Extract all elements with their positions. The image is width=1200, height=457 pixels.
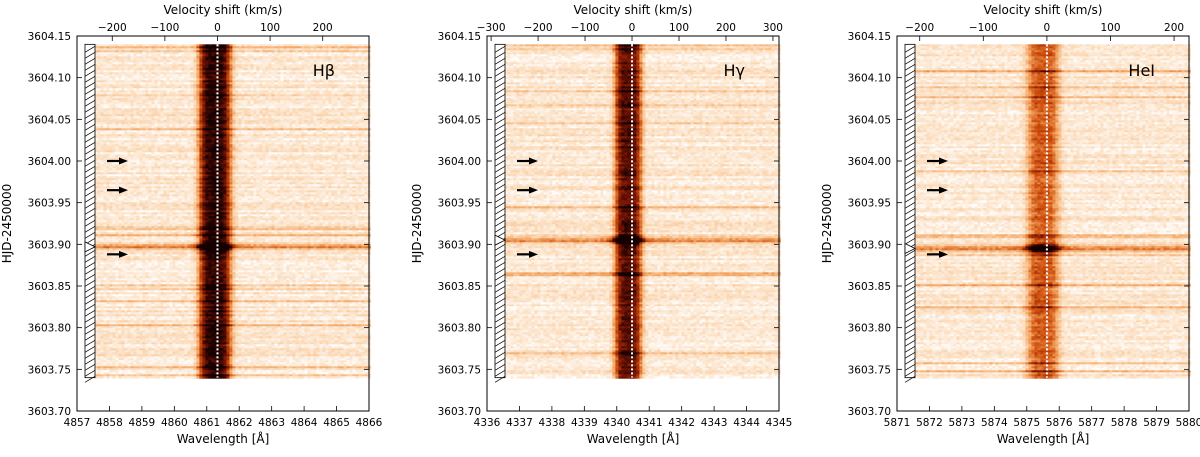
x-tick-label: 4865 bbox=[323, 417, 350, 429]
v-tick-label: −200 bbox=[524, 22, 553, 34]
x-tick-label: 4866 bbox=[356, 417, 383, 429]
x-tick-label: 5873 bbox=[949, 417, 976, 429]
y-tick-label: 3604.15 bbox=[438, 31, 481, 43]
x-tick-label: 5871 bbox=[884, 417, 911, 429]
v-tick-label: −300 bbox=[477, 22, 506, 34]
x-tick-label: 4857 bbox=[64, 417, 91, 429]
y-tick-label: 3603.95 bbox=[438, 198, 481, 210]
v-tick-label: 0 bbox=[629, 22, 636, 34]
x-tick-label: 4860 bbox=[161, 417, 188, 429]
v-tick-label: 300 bbox=[763, 22, 783, 34]
y-tick-label: 3603.95 bbox=[28, 198, 71, 210]
x-tick-label: 5875 bbox=[1013, 417, 1040, 429]
x-tick-label: 4344 bbox=[733, 417, 760, 429]
phase-marker-bar bbox=[85, 44, 95, 382]
y-tick-label: 3603.85 bbox=[438, 281, 481, 293]
x-tick-label: 4862 bbox=[226, 417, 253, 429]
y-tick-label: 3603.80 bbox=[848, 323, 891, 335]
x-axis-title: Wavelength [Å] bbox=[997, 431, 1090, 446]
y-tick-label: 3604.05 bbox=[438, 114, 481, 126]
v-tick-label: 100 bbox=[260, 22, 280, 34]
panel-h-gamma: 4336 4337 4338 4339 4340 4341 4342 4343 4344 4345… bbox=[410, 3, 792, 446]
v-tick-label: 200 bbox=[716, 22, 736, 34]
x-tick-label: 4863 bbox=[258, 417, 285, 429]
y-tick-label: 3603.75 bbox=[848, 364, 891, 376]
v-tick-label: −200 bbox=[98, 22, 127, 34]
panel-he-i: 5871 5872 5873 5874 5875 5876 5877 5878 5879 5880… bbox=[820, 3, 1200, 446]
y-tick-label: 3603.85 bbox=[848, 281, 891, 293]
v-tick-label: 0 bbox=[1044, 22, 1051, 34]
panel-h-beta: 4857 4858 4859 4860 4861 4862 4863 4864 4865 4866… bbox=[0, 3, 383, 446]
y-tick-label: 3603.75 bbox=[28, 364, 71, 376]
line-label: Hβ bbox=[313, 61, 335, 80]
v-tick-label: −100 bbox=[150, 22, 179, 34]
x-tick-label: 4861 bbox=[193, 417, 220, 429]
v-tick-label: 200 bbox=[313, 22, 333, 34]
x-tick-label: 5872 bbox=[916, 417, 943, 429]
y-tick-label: 3603.70 bbox=[848, 406, 891, 418]
v-tick-label: 100 bbox=[669, 22, 689, 34]
spectral-heatmap bbox=[908, 44, 1190, 378]
line-label: HeI bbox=[1128, 61, 1155, 80]
y-axis-title: HJD-2450000 bbox=[0, 184, 14, 264]
v-tick-label: 0 bbox=[214, 22, 221, 34]
x-tick-label: 4864 bbox=[291, 417, 318, 429]
y-tick-label: 3604.05 bbox=[28, 114, 71, 126]
spectral-heatmap bbox=[88, 44, 370, 378]
y-tick-label: 3604.10 bbox=[438, 73, 481, 85]
x-tick-label: 5878 bbox=[1111, 417, 1138, 429]
x-tick-label: 5874 bbox=[981, 417, 1008, 429]
x-tick-label: 4341 bbox=[636, 417, 663, 429]
y-tick-label: 3603.70 bbox=[438, 406, 481, 418]
x-tick-label: 5879 bbox=[1143, 417, 1170, 429]
x-tick-label: 5880 bbox=[1176, 417, 1200, 429]
x-tick-label: 4345 bbox=[766, 417, 793, 429]
y-tick-label: 3604.10 bbox=[28, 73, 71, 85]
y-tick-label: 3603.90 bbox=[848, 239, 891, 251]
v-tick-label: −100 bbox=[969, 22, 998, 34]
y-axis-title: HJD-2450000 bbox=[820, 184, 834, 264]
spectral-heatmap bbox=[498, 44, 780, 378]
y-tick-label: 3604.15 bbox=[848, 31, 891, 43]
y-tick-label: 3603.90 bbox=[438, 239, 481, 251]
y-axis-title: HJD-2450000 bbox=[410, 184, 424, 264]
v-tick-label: −100 bbox=[571, 22, 600, 34]
v-tick-label: 100 bbox=[1100, 22, 1120, 34]
x-tick-label: 4336 bbox=[474, 417, 501, 429]
y-tick-label: 3603.85 bbox=[28, 281, 71, 293]
x-tick-label: 4337 bbox=[506, 417, 533, 429]
y-tick-label: 3604.15 bbox=[28, 31, 71, 43]
x-tick-label: 4859 bbox=[129, 417, 156, 429]
x-tick-label: 5876 bbox=[1046, 417, 1073, 429]
y-tick-label: 3603.95 bbox=[848, 198, 891, 210]
phase-marker-bar bbox=[495, 44, 505, 382]
x-tick-label: 4342 bbox=[668, 417, 695, 429]
phase-marker-bar bbox=[905, 44, 915, 382]
y-tick-label: 3604.00 bbox=[28, 156, 71, 168]
y-tick-label: 3604.00 bbox=[438, 156, 481, 168]
y-tick-label: 3603.70 bbox=[28, 406, 71, 418]
y-tick-label: 3603.75 bbox=[438, 364, 481, 376]
y-tick-label: 3603.90 bbox=[28, 239, 71, 251]
x-tick-label: 4343 bbox=[701, 417, 728, 429]
top-axis-title: Velocity shift (km/s) bbox=[164, 3, 283, 17]
x-tick-label: 4339 bbox=[571, 417, 598, 429]
x-axis-title: Wavelength [Å] bbox=[177, 431, 270, 446]
spectral-time-series-figure: 4857 4858 4859 4860 4861 4862 4863 4864 4865 4866… bbox=[0, 0, 1200, 457]
y-tick-label: 3604.00 bbox=[848, 156, 891, 168]
y-tick-label: 3604.05 bbox=[848, 114, 891, 126]
x-tick-label: 4340 bbox=[603, 417, 630, 429]
v-tick-label: 200 bbox=[1164, 22, 1184, 34]
x-tick-label: 4858 bbox=[96, 417, 123, 429]
y-tick-label: 3604.10 bbox=[848, 73, 891, 85]
top-axis-title: Velocity shift (km/s) bbox=[574, 3, 693, 17]
x-tick-label: 5877 bbox=[1078, 417, 1105, 429]
top-axis-title: Velocity shift (km/s) bbox=[984, 3, 1103, 17]
x-axis-title: Wavelength [Å] bbox=[587, 431, 680, 446]
x-tick-label: 4338 bbox=[539, 417, 566, 429]
v-tick-label: −200 bbox=[905, 22, 934, 34]
line-label: Hγ bbox=[724, 61, 746, 80]
y-tick-label: 3603.80 bbox=[438, 323, 481, 335]
y-tick-label: 3603.80 bbox=[28, 323, 71, 335]
